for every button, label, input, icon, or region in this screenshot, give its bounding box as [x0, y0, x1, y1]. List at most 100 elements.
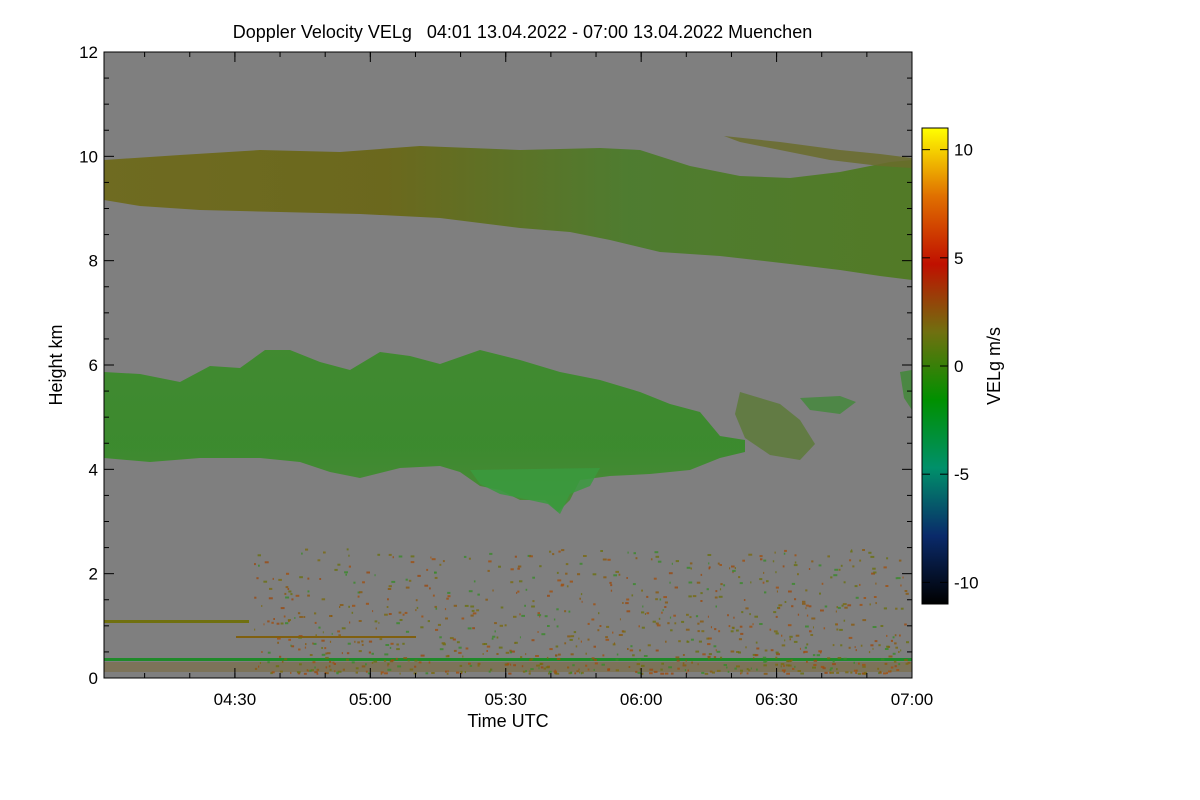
- echo-speck: [856, 669, 858, 672]
- echo-speck: [734, 667, 737, 670]
- echo-speck: [384, 613, 388, 616]
- echo-speck: [482, 643, 485, 646]
- echo-speck: [806, 643, 809, 646]
- echo-speck: [476, 609, 480, 612]
- surface-band: [104, 662, 912, 672]
- echo-speck: [314, 671, 318, 674]
- colorbar-tick-label: 10: [954, 141, 973, 160]
- echo-speck: [888, 655, 893, 658]
- echo-speck: [459, 664, 463, 667]
- echo-speck: [486, 645, 491, 648]
- echo-speck: [884, 648, 889, 650]
- echo-speck: [368, 651, 371, 654]
- echo-speck: [794, 665, 796, 668]
- echo-speck: [670, 672, 674, 675]
- echo-speck: [439, 636, 442, 639]
- echo-speck: [854, 646, 856, 649]
- echo-speck: [525, 588, 528, 591]
- echo-speck: [570, 671, 573, 674]
- echo-speck: [398, 555, 403, 558]
- echo-speck: [829, 671, 831, 674]
- echo-speck: [389, 646, 392, 649]
- echo-speck: [309, 669, 312, 672]
- x-tick-label: 05:30: [484, 690, 527, 709]
- echo-speck: [738, 576, 741, 579]
- mid-cloud-fragment-2: [800, 396, 856, 414]
- echo-speck: [730, 650, 735, 653]
- echo-speck: [783, 670, 786, 673]
- echo-speck: [750, 667, 752, 670]
- echo-speck: [334, 670, 336, 673]
- echo-speck: [905, 662, 909, 665]
- echo-speck: [494, 622, 497, 625]
- y-tick-label: 4: [89, 460, 98, 479]
- echo-speck: [780, 665, 782, 668]
- echo-speck: [576, 670, 579, 673]
- echo-speck: [733, 616, 735, 619]
- echo-speck: [878, 644, 881, 647]
- echo-speck: [655, 555, 660, 558]
- echo-speck: [318, 626, 321, 629]
- echo-speck: [862, 549, 865, 551]
- echo-speck: [346, 652, 350, 655]
- echo-speck: [872, 626, 877, 628]
- echo-speck: [267, 661, 270, 664]
- echo-speck: [290, 644, 292, 647]
- echo-speck: [544, 615, 548, 618]
- echo-speck: [715, 590, 718, 593]
- echo-speck: [277, 641, 279, 644]
- echo-speck: [307, 594, 310, 597]
- echo-speck: [415, 609, 417, 612]
- echo-speck: [775, 571, 777, 574]
- echo-speck: [581, 600, 583, 603]
- echo-speck: [307, 669, 309, 672]
- echo-speck: [403, 657, 408, 660]
- echo-speck: [464, 671, 466, 674]
- echo-speck: [575, 645, 578, 648]
- echo-speck: [849, 559, 852, 562]
- echo-speck: [296, 671, 301, 674]
- echo-speck: [843, 657, 847, 660]
- echo-speck: [592, 573, 597, 576]
- echo-speck: [793, 640, 798, 643]
- echo-speck: [697, 630, 700, 633]
- echo-speck: [602, 654, 605, 657]
- echo-speck: [793, 564, 798, 567]
- echo-speck: [759, 555, 763, 558]
- echo-speck: [547, 594, 550, 597]
- echo-speck: [444, 608, 447, 611]
- echo-speck: [794, 598, 797, 601]
- x-axis-ticks: 04:30 05:00 05:30 06:00 06:30 07:00: [144, 52, 933, 709]
- echo-speck: [789, 635, 793, 638]
- echo-speck: [852, 565, 855, 568]
- echo-speck: [641, 611, 645, 614]
- x-axis-title: Time UTC: [467, 711, 548, 731]
- echo-speck: [627, 648, 629, 650]
- echo-speck: [731, 565, 735, 568]
- echo-speck: [420, 626, 424, 629]
- echo-speck: [676, 659, 680, 662]
- echo-speck: [307, 590, 310, 593]
- echo-speck: [762, 581, 765, 584]
- echo-speck: [321, 598, 326, 601]
- echo-speck: [270, 672, 273, 675]
- echo-speck: [271, 621, 274, 624]
- echo-speck: [334, 568, 338, 571]
- echo-speck: [539, 565, 542, 568]
- echo-speck: [894, 634, 897, 637]
- echo-speck: [730, 630, 734, 633]
- echo-speck: [446, 597, 449, 600]
- echo-speck: [388, 613, 392, 615]
- echo-speck: [462, 655, 464, 658]
- echo-speck: [609, 581, 612, 584]
- echo-speck: [874, 640, 878, 643]
- echo-speck: [812, 654, 816, 657]
- echo-speck: [699, 620, 704, 623]
- echo-speck: [643, 655, 648, 657]
- echo-speck: [492, 589, 494, 592]
- echo-speck: [886, 645, 890, 648]
- echo-speck: [299, 616, 303, 618]
- echo-speck: [472, 627, 475, 630]
- echo-speck: [781, 634, 783, 637]
- echo-speck: [763, 660, 767, 663]
